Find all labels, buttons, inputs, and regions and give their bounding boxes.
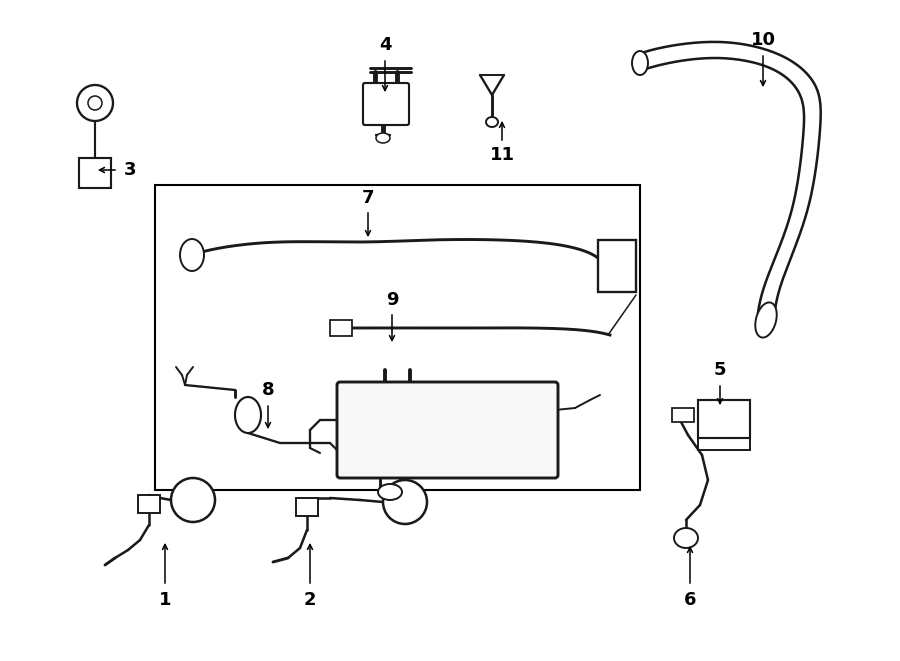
Text: 11: 11 — [490, 146, 515, 164]
Text: 4: 4 — [379, 36, 392, 54]
Text: 3: 3 — [124, 161, 136, 179]
FancyBboxPatch shape — [672, 408, 694, 422]
Ellipse shape — [632, 51, 648, 75]
Ellipse shape — [171, 478, 215, 522]
Ellipse shape — [383, 480, 427, 524]
Ellipse shape — [77, 85, 113, 121]
FancyBboxPatch shape — [598, 240, 636, 292]
Ellipse shape — [378, 484, 402, 500]
FancyBboxPatch shape — [363, 83, 409, 125]
FancyBboxPatch shape — [337, 382, 558, 478]
Ellipse shape — [88, 96, 102, 110]
Text: 10: 10 — [751, 31, 776, 49]
Text: 5: 5 — [714, 361, 726, 379]
FancyBboxPatch shape — [330, 320, 352, 336]
Text: 6: 6 — [684, 591, 697, 609]
FancyBboxPatch shape — [138, 495, 160, 513]
FancyBboxPatch shape — [79, 158, 111, 188]
Text: 8: 8 — [262, 381, 274, 399]
Ellipse shape — [180, 239, 204, 271]
Text: 1: 1 — [158, 591, 171, 609]
Ellipse shape — [674, 528, 698, 548]
Ellipse shape — [376, 133, 390, 143]
FancyBboxPatch shape — [698, 400, 750, 438]
Ellipse shape — [486, 117, 498, 127]
Text: 7: 7 — [362, 189, 374, 207]
Bar — [155, 185, 640, 490]
Ellipse shape — [755, 303, 777, 338]
Ellipse shape — [235, 397, 261, 433]
Text: 2: 2 — [304, 591, 316, 609]
FancyBboxPatch shape — [296, 498, 318, 516]
Text: 9: 9 — [386, 291, 398, 309]
